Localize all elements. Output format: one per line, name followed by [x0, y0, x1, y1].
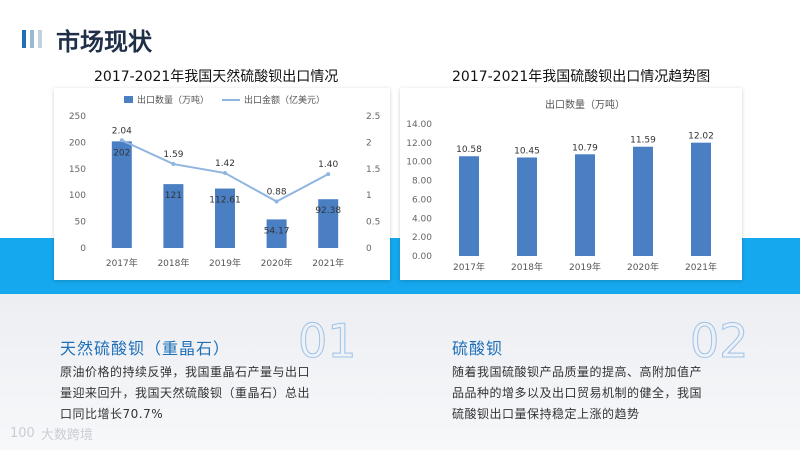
x-tick-label: 2017年 — [106, 257, 138, 269]
section-1-line: 量迎来回升，我国天然硫酸钡（重晶石）总出 — [60, 386, 311, 400]
y-right-tick-label: 2.5 — [366, 112, 380, 122]
y-left-tick-label: 150 — [69, 165, 86, 175]
section-1-body: 原油价格的持续反弹，我国重晶石产量与出口 量迎来回升，我国天然硫酸钡（重晶石）总… — [60, 362, 310, 425]
bar-value-label: 121 — [165, 191, 182, 201]
line-point — [326, 172, 331, 177]
bar-value-label: 202 — [113, 148, 130, 158]
y-right-tick-label: 0.5 — [366, 218, 380, 228]
legend-swatch-bar — [124, 96, 133, 103]
y-right-tick-label: 2 — [366, 138, 372, 148]
x-tick-label: 2018年 — [511, 261, 543, 273]
y-tick-label: 0.00 — [412, 252, 432, 262]
line-point — [274, 199, 279, 204]
bar — [691, 142, 711, 256]
section-1-title: 天然硫酸钡（重晶石） — [60, 339, 231, 358]
watermark-logo: 100 — [10, 426, 35, 441]
x-tick-label: 2020年 — [261, 257, 293, 269]
line-value-label: 1.40 — [318, 160, 338, 170]
line-value-label: 0.88 — [267, 188, 287, 198]
bar-value-label: 12.02 — [688, 132, 714, 142]
bar — [459, 156, 479, 256]
bar-value-label: 10.58 — [456, 145, 482, 155]
y-right-tick-label: 1.5 — [366, 165, 380, 175]
bar-value-label: 11.59 — [630, 136, 656, 146]
x-tick-label: 2021年 — [685, 261, 717, 273]
line-point — [119, 138, 124, 143]
bar-value-label: 92.38 — [315, 206, 341, 216]
y-tick-label: 10.00 — [406, 158, 432, 168]
line-value-label: 2.04 — [112, 126, 132, 136]
bar — [215, 188, 235, 248]
section-2-body: 随着我国硫酸钡产品质量的提高、高附加值产 品品种的增多以及出口贸易机制的健全，我… — [452, 362, 702, 425]
bottom-background — [0, 294, 800, 450]
y-right-tick-label: 1 — [366, 191, 372, 201]
x-tick-label: 2021年 — [312, 257, 344, 269]
y-tick-label: 14.00 — [406, 120, 432, 130]
left-chart-panel: 出口数量（万吨） 出口金额（亿美元） 0 50 100 150 200 250 0 0.5 1 1.5… — [54, 88, 390, 280]
y-tick-label: 6.00 — [412, 195, 432, 205]
line-value-label: 1.59 — [163, 150, 183, 160]
y-left-tick-label: 50 — [75, 218, 87, 228]
line-value-label: 1.42 — [215, 159, 235, 169]
section-2-line: 硫酸钡出口量保持稳定上涨的趋势 — [452, 407, 640, 421]
bar-value-label: 112.61 — [209, 196, 241, 206]
left-chart-title: 2017-2021年我国天然硫酸钡出口情况 — [94, 69, 339, 85]
x-tick-label: 2020年 — [627, 261, 659, 273]
bar — [633, 146, 653, 256]
right-chart: 出口数量（万吨） 0.00 2.00 4.00 6.00 8.00 10.00 12.00 14… — [406, 98, 717, 273]
y-right-tick-label: 0 — [366, 244, 372, 254]
legend-label: 出口数量（万吨） — [545, 98, 625, 111]
y-tick-label: 8.00 — [412, 177, 432, 187]
y-tick-label: 2.00 — [412, 233, 432, 243]
x-tick-label: 2018年 — [157, 257, 189, 269]
x-tick-label: 2019年 — [209, 257, 241, 269]
section-2-number: 02 — [690, 314, 750, 369]
watermark-text: 大数跨境 — [40, 428, 93, 443]
bar — [266, 219, 287, 248]
left-chart: 出口数量（万吨） 出口金额（亿美元） 0 50 100 150 200 250 0 0.5 1 1.5… — [69, 94, 381, 269]
bar-value-label: 10.45 — [514, 146, 540, 156]
bar — [517, 157, 537, 256]
y-left-tick-label: 0 — [80, 244, 86, 254]
line-point — [171, 162, 176, 167]
x-tick-label: 2017年 — [453, 261, 485, 273]
legend-label: 出口数量（万吨） — [137, 94, 209, 106]
legend-label: 出口金额（亿美元） — [244, 94, 325, 106]
y-tick-label: 12.00 — [406, 139, 432, 149]
line-point — [223, 171, 227, 176]
watermark: 100 大数跨境 — [10, 424, 93, 443]
section-1-line: 口同比增长70.7% — [60, 407, 164, 421]
y-tick-label: 4.00 — [412, 214, 432, 224]
y-left-tick-label: 200 — [69, 138, 86, 148]
section-1-line: 原油价格的持续反弹，我国重晶石产量与出口 — [60, 365, 311, 379]
section-2-line: 品品种的增多以及出口贸易机制的健全，我国 — [452, 386, 703, 400]
bar-value-label: 10.79 — [572, 143, 598, 153]
bar — [163, 184, 184, 248]
bar — [575, 154, 595, 256]
x-tick-label: 2019年 — [569, 261, 601, 273]
y-left-tick-label: 100 — [69, 191, 86, 201]
bar-value-label: 54.17 — [264, 226, 290, 236]
right-chart-title: 2017-2021年我国硫酸钡出口情况趋势图 — [452, 69, 711, 85]
title-bars-icon — [22, 30, 42, 48]
bar — [318, 199, 339, 248]
section-2-line: 随着我国硫酸钡产品质量的提高、高附加值产 — [452, 365, 703, 379]
bar — [111, 141, 132, 248]
right-chart-panel: 出口数量（万吨） 0.00 2.00 4.00 6.00 8.00 10.00 12.00 14… — [400, 88, 742, 280]
y-left-tick-label: 250 — [69, 112, 86, 122]
section-1-number: 01 — [298, 314, 358, 369]
section-2-title: 硫酸钡 — [452, 339, 504, 358]
page-title: 市场现状 — [56, 28, 152, 56]
